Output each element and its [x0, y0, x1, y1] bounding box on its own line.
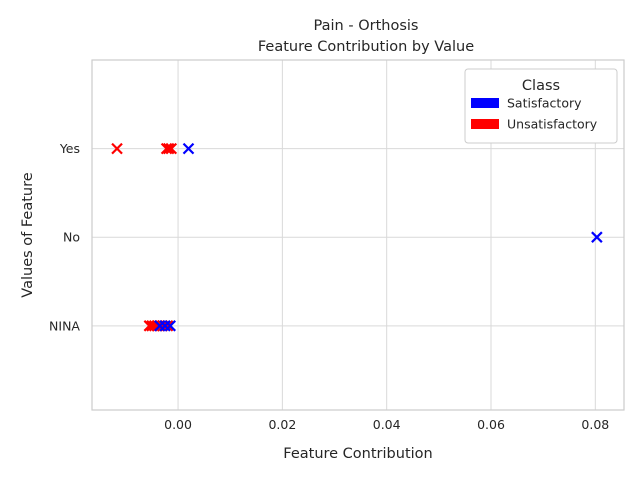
data-point: [164, 320, 177, 332]
plot-frame: [91, 59, 625, 411]
x-axis-label: Feature Contribution: [283, 446, 432, 462]
y-tick-label: Yes: [59, 141, 80, 156]
x-tick-label: 0.02: [268, 417, 296, 432]
data-point: [591, 231, 603, 243]
x-tick-label: 0.00: [164, 417, 192, 432]
data-point: [165, 142, 178, 155]
legend-entry-label: Satisfactory: [507, 96, 582, 111]
legend: Class Satisfactory Unsatisfactory: [464, 68, 618, 144]
legend-box: [464, 68, 618, 144]
y-tick-label: NINA: [49, 318, 80, 333]
chart-title: Pain - Orthosis: [314, 18, 419, 34]
chart-subtitle: Feature Contribution by Value: [258, 39, 474, 55]
y-tick-label: No: [63, 230, 80, 245]
data-point: [182, 142, 195, 155]
data-point: [162, 142, 175, 155]
y-axis-label: Values of Feature: [20, 172, 36, 297]
legend-title: Class: [522, 78, 560, 94]
data-point: [160, 142, 173, 155]
data-point: [111, 142, 123, 155]
x-tick-label: 0.06: [477, 417, 505, 432]
points-layer: [111, 142, 603, 332]
legend-entries: Satisfactory Unsatisfactory: [471, 96, 598, 132]
legend-swatch: [471, 98, 499, 108]
x-tick-label: 0.04: [373, 417, 401, 432]
legend-entry-label: Unsatisfactory: [507, 117, 598, 132]
x-tick-label: 0.08: [581, 417, 609, 432]
legend-swatch: [471, 119, 499, 129]
ticks-layer: 0.00 0.02 0.04 0.06 0.08 NINA No Yes: [49, 141, 609, 432]
